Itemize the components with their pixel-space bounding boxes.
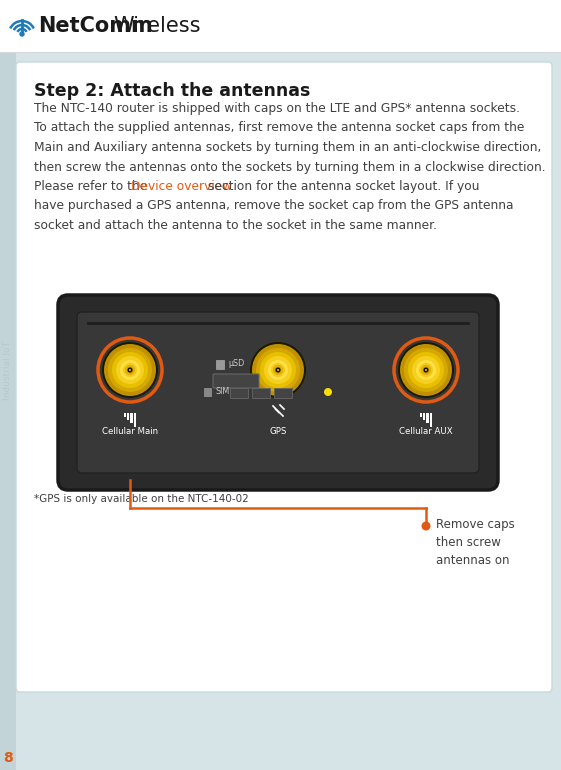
Circle shape — [271, 363, 285, 377]
Text: Wireless: Wireless — [113, 16, 200, 36]
Text: socket and attach the antenna to the socket in the same manner.: socket and attach the antenna to the soc… — [34, 219, 437, 232]
FancyBboxPatch shape — [130, 413, 132, 423]
Circle shape — [129, 369, 131, 371]
Text: Please refer to the: Please refer to the — [34, 180, 151, 193]
Circle shape — [277, 369, 279, 371]
Text: Step 2: Attach the antennas: Step 2: Attach the antennas — [34, 82, 310, 100]
Text: 8: 8 — [3, 751, 13, 765]
FancyBboxPatch shape — [77, 312, 479, 473]
Circle shape — [268, 360, 288, 380]
Circle shape — [421, 365, 431, 375]
FancyBboxPatch shape — [127, 413, 130, 420]
Text: *GPS is only available on the NTC-140-02: *GPS is only available on the NTC-140-02 — [34, 494, 249, 504]
Circle shape — [277, 369, 279, 371]
Circle shape — [416, 360, 436, 380]
Circle shape — [324, 388, 332, 396]
Text: then screw the antennas onto the sockets by turning them in a clockwise directio: then screw the antennas onto the sockets… — [34, 160, 546, 173]
Text: NetComm: NetComm — [38, 16, 153, 36]
Text: have purchased a GPS antenna, remove the socket cap from the GPS antenna: have purchased a GPS antenna, remove the… — [34, 199, 513, 213]
Circle shape — [419, 363, 433, 377]
Circle shape — [112, 352, 148, 388]
Circle shape — [400, 344, 452, 396]
Circle shape — [425, 369, 427, 371]
Circle shape — [408, 352, 444, 388]
FancyBboxPatch shape — [58, 295, 498, 490]
Text: To attach the supplied antennas, first remove the antenna socket caps from the: To attach the supplied antennas, first r… — [34, 122, 525, 135]
Circle shape — [125, 365, 135, 375]
FancyBboxPatch shape — [426, 413, 429, 423]
Text: Remove caps
then screw
antennas on: Remove caps then screw antennas on — [436, 518, 515, 567]
FancyBboxPatch shape — [430, 413, 432, 427]
Circle shape — [421, 521, 430, 531]
Circle shape — [128, 369, 131, 371]
Circle shape — [252, 344, 304, 396]
Text: The NTC-140 router is shipped with caps on the LTE and GPS* antenna sockets.: The NTC-140 router is shipped with caps … — [34, 102, 520, 115]
Text: Cellular AUX: Cellular AUX — [399, 427, 453, 436]
FancyBboxPatch shape — [252, 388, 270, 398]
Text: Main and Auxiliary antenna sockets by turning them in an anti-clockwise directio: Main and Auxiliary antenna sockets by tu… — [34, 141, 541, 154]
Text: μSD: μSD — [228, 360, 244, 369]
Circle shape — [275, 367, 281, 373]
FancyBboxPatch shape — [420, 413, 422, 417]
Text: Device overview: Device overview — [131, 180, 232, 193]
Circle shape — [423, 367, 429, 373]
Circle shape — [123, 363, 137, 377]
Text: Industrial IoT: Industrial IoT — [3, 340, 12, 400]
Circle shape — [412, 356, 440, 384]
FancyBboxPatch shape — [230, 388, 248, 398]
FancyBboxPatch shape — [134, 413, 136, 427]
Circle shape — [424, 367, 429, 373]
FancyBboxPatch shape — [213, 374, 259, 388]
Circle shape — [260, 352, 296, 388]
Text: section for the antenna socket layout. If you: section for the antenna socket layout. I… — [204, 180, 479, 193]
Circle shape — [102, 342, 158, 398]
Circle shape — [116, 356, 144, 384]
Text: GPS: GPS — [269, 427, 287, 436]
Circle shape — [275, 367, 280, 373]
FancyBboxPatch shape — [0, 0, 561, 52]
Circle shape — [108, 348, 152, 392]
Circle shape — [398, 342, 454, 398]
Circle shape — [264, 356, 292, 384]
Circle shape — [104, 344, 156, 396]
FancyBboxPatch shape — [204, 388, 211, 396]
FancyBboxPatch shape — [274, 388, 292, 398]
FancyBboxPatch shape — [16, 62, 552, 692]
Circle shape — [127, 367, 133, 373]
Circle shape — [256, 348, 300, 392]
Text: Cellular Main: Cellular Main — [102, 427, 158, 436]
Circle shape — [250, 342, 306, 398]
Circle shape — [127, 367, 132, 373]
Circle shape — [404, 348, 448, 392]
FancyBboxPatch shape — [0, 52, 561, 770]
Circle shape — [20, 32, 24, 36]
FancyBboxPatch shape — [124, 413, 126, 417]
FancyBboxPatch shape — [216, 360, 224, 369]
Circle shape — [273, 365, 283, 375]
FancyBboxPatch shape — [423, 413, 425, 420]
FancyBboxPatch shape — [0, 52, 16, 770]
Text: SIM: SIM — [216, 387, 230, 397]
Circle shape — [120, 360, 140, 380]
Circle shape — [425, 369, 427, 371]
